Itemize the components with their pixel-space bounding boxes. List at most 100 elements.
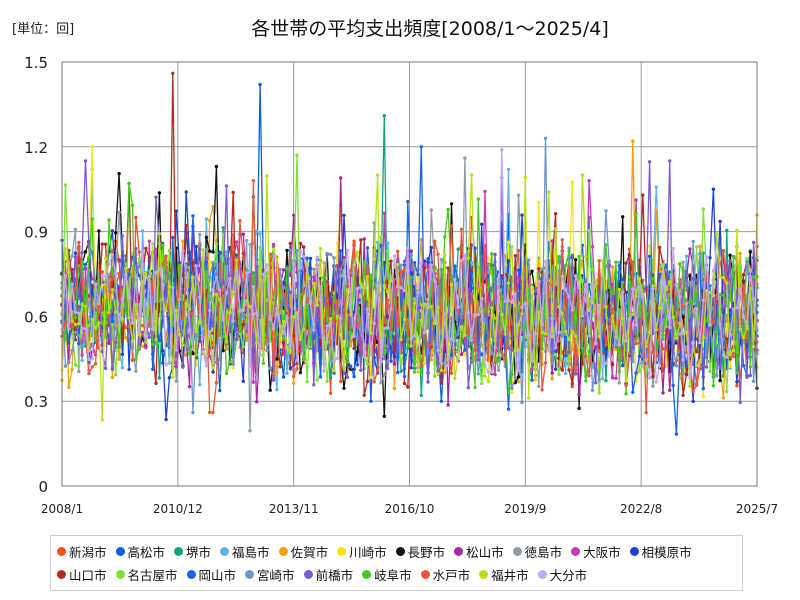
data-point [399,270,403,274]
data-point [684,301,689,306]
data-point [238,329,242,333]
data-point [77,296,81,300]
data-point [651,351,655,355]
data-point [510,348,514,352]
data-point [335,241,339,246]
legend-label: 堺市 [186,545,212,560]
data-point [553,212,558,216]
data-point [631,260,635,264]
data-point [157,338,162,343]
data-point [506,259,511,263]
data-point [493,252,497,257]
data-point [211,288,215,292]
data-point [429,304,433,309]
data-point [396,346,400,350]
data-point [748,365,752,369]
data-point [577,393,581,397]
data-point [151,242,155,246]
data-point [218,252,222,256]
data-point [258,353,262,357]
data-point [610,376,615,380]
data-point [500,295,504,299]
data-point [372,257,376,261]
data-point [275,256,279,261]
data-point [691,340,695,344]
data-point [614,260,618,264]
data-point [617,343,621,347]
legend-swatch [115,547,125,556]
data-point [691,239,695,244]
data-point [275,388,279,392]
data-point [510,245,514,249]
data-point [375,369,380,373]
data-point [73,251,78,255]
data-point [701,298,705,303]
data-point [208,260,212,264]
data-point [513,270,517,275]
data-point [63,364,68,368]
data-point [275,331,279,336]
data-point [530,378,534,382]
data-point [399,369,403,373]
data-point [691,309,695,313]
data-point [731,354,736,359]
data-point [365,379,370,384]
data-point [624,339,628,343]
y-tick-label: 0 [38,478,48,496]
data-point [204,270,209,274]
data-point [130,339,135,343]
data-point [476,372,480,376]
data-point [339,267,343,271]
data-point [453,376,457,381]
data-point [631,390,635,394]
data-point [688,247,692,251]
data-point [231,362,235,366]
data-point [506,281,511,285]
data-point [681,260,685,264]
data-point [110,253,115,257]
data-point [433,374,437,378]
data-point [77,333,81,337]
data-point [463,333,467,337]
data-point [198,247,202,251]
data-point [412,267,417,272]
data-point [439,399,444,403]
data-point [80,326,84,331]
data-point [537,384,541,388]
legend-label: 新潟市 [69,545,107,560]
data-point [694,278,699,282]
x-tick-label: 2013/11 [269,502,319,516]
legend-label: 前橋市 [315,568,354,583]
data-point [288,265,292,269]
data-point [312,383,316,387]
data-point [684,364,689,369]
data-point [134,369,138,373]
data-point [359,238,363,242]
data-point [610,307,615,311]
data-point [634,211,638,215]
data-point [288,241,292,246]
data-point [691,276,695,281]
data-point [570,384,574,389]
legend-swatch [57,547,66,556]
data-point [553,227,558,231]
data-point [271,373,276,378]
data-point [634,341,638,346]
data-point [590,282,595,286]
data-point [288,344,292,348]
legend-swatch [186,570,196,579]
data-point [328,321,333,325]
data-point [114,272,118,276]
data-point [550,377,554,381]
data-point [372,321,376,326]
data-point [751,275,756,279]
data-point [144,340,148,344]
data-point [651,374,655,379]
data-point [174,354,178,359]
data-point [493,372,497,377]
data-point [557,330,561,335]
data-point [735,306,739,310]
data-point [688,375,692,380]
data-point [684,372,689,376]
data-point [124,272,128,277]
